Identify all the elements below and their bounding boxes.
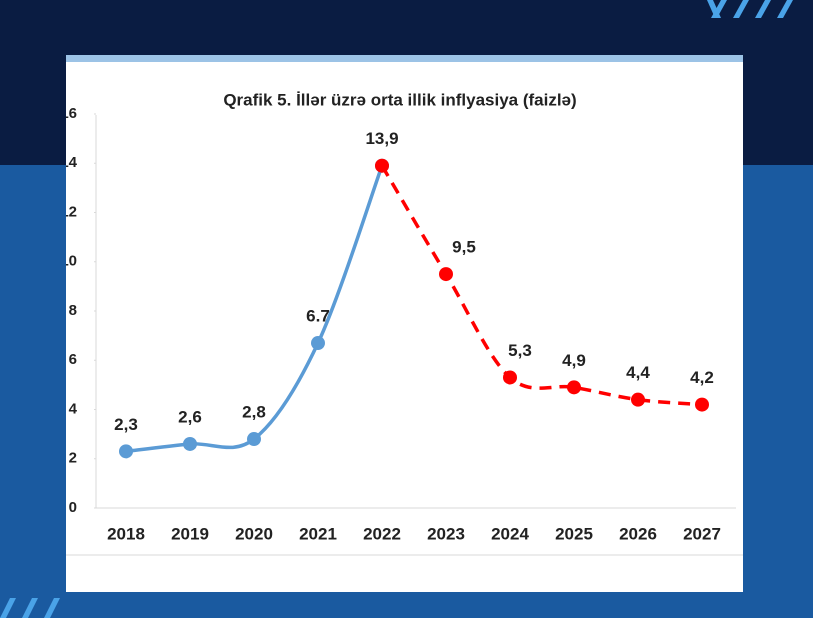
data-label: 4,2 [690, 368, 714, 387]
data-point [567, 380, 581, 395]
y-tick-label: 10 [60, 253, 77, 270]
y-tick-label: 8 [69, 302, 77, 319]
data-point [119, 444, 133, 459]
x-tick-label: 2025 [555, 524, 593, 543]
y-tick-label: 12 [60, 203, 77, 220]
chart-panel [66, 55, 743, 592]
y-tick-label: 16 [60, 105, 77, 122]
data-point [503, 370, 517, 385]
y-tick-label: 4 [69, 400, 78, 417]
y-tick-label: 2 [69, 450, 77, 467]
chart-title: Qrafik 5. İllər üzrə orta illik inflyasi… [223, 90, 576, 109]
data-point [247, 432, 261, 447]
y-tick-label: 0 [69, 499, 77, 516]
y-tick-label: 6 [69, 351, 77, 368]
data-point [375, 158, 389, 173]
data-label: 4,4 [626, 363, 650, 382]
data-label: 2,6 [178, 407, 202, 426]
data-label: 2,3 [114, 415, 138, 434]
x-tick-label: 2022 [363, 524, 401, 543]
x-tick-label: 2018 [107, 524, 145, 543]
data-point [631, 392, 645, 407]
series-line [380, 164, 703, 407]
data-point [183, 436, 197, 451]
data-label: 6.7 [306, 306, 330, 325]
data-label: 4,9 [562, 351, 586, 370]
x-tick-label: 2024 [491, 524, 529, 543]
data-point [311, 336, 325, 351]
y-tick-label: 14 [60, 154, 77, 171]
stripes-top [707, 0, 793, 18]
data-label: 5,3 [508, 341, 532, 360]
x-tick-label: 2023 [427, 524, 465, 543]
x-tick-label: 2020 [235, 524, 273, 543]
data-point [695, 397, 709, 412]
x-tick-label: 2027 [683, 524, 721, 543]
panel-top-strip [66, 55, 743, 62]
data-label: 2,8 [242, 403, 266, 422]
data-point [439, 267, 453, 282]
data-label: 13,9 [365, 129, 398, 148]
series-line [125, 165, 384, 454]
stripes-bottom [0, 598, 60, 618]
chart: Qrafik 5. İllər üzrə orta illik inflyasi… [60, 90, 743, 556]
x-tick-label: 2019 [171, 524, 209, 543]
data-label: 9,5 [452, 238, 476, 257]
x-tick-label: 2026 [619, 524, 657, 543]
x-tick-label: 2021 [299, 524, 337, 543]
